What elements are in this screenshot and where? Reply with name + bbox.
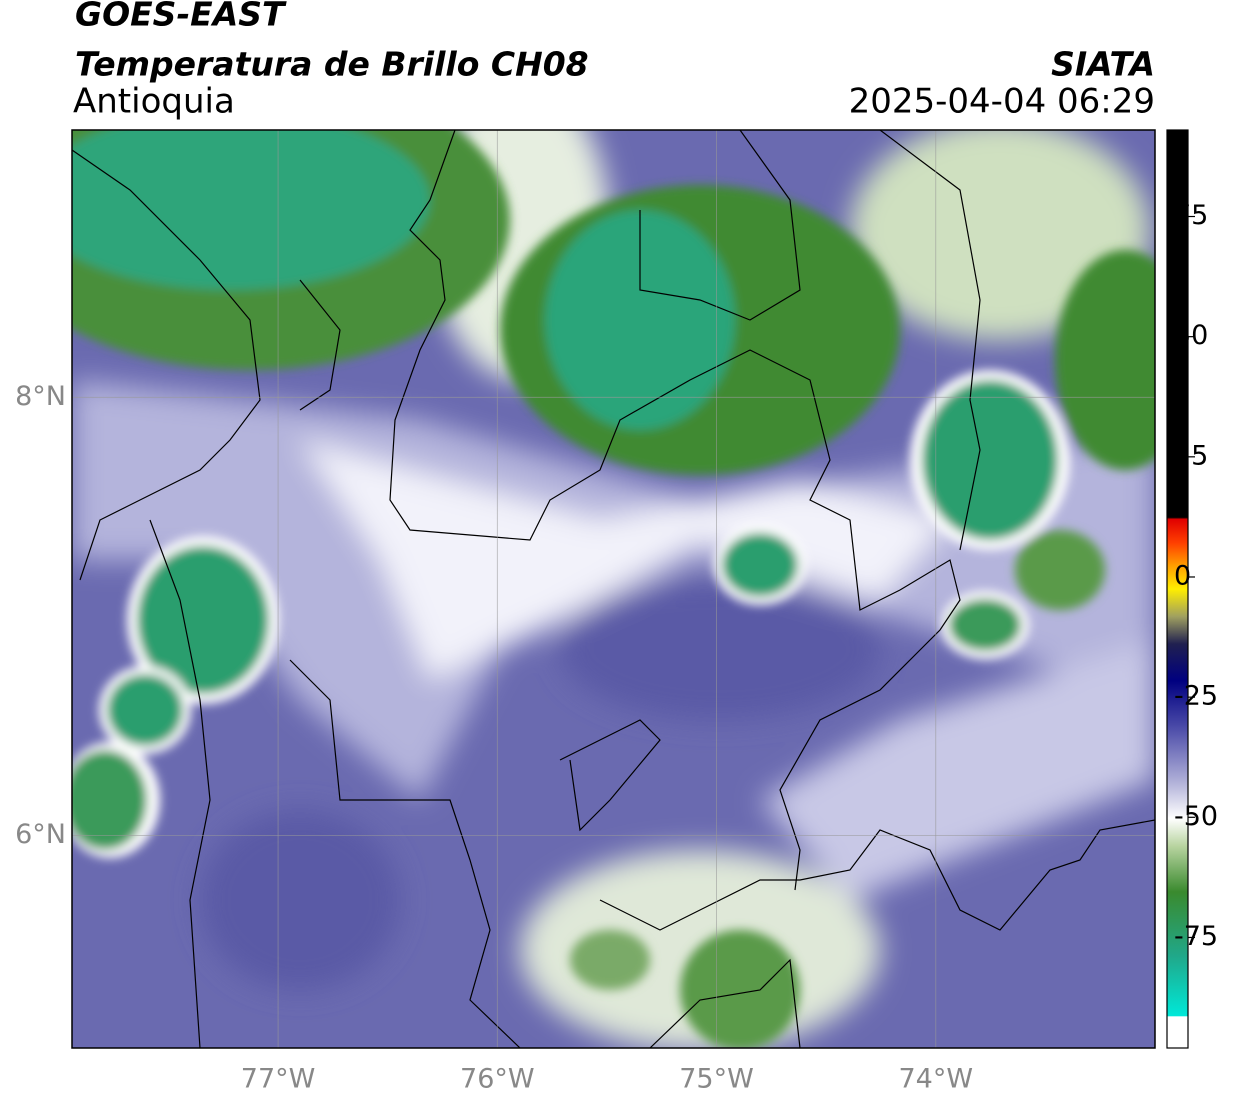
- colorbar-tick-label: -75: [1174, 921, 1218, 952]
- timestamp: 2025-04-04 06:29: [849, 82, 1155, 122]
- title: GOES-EAST: [75, 0, 287, 34]
- colorbar-tick-label: 0: [1174, 560, 1191, 591]
- colorbar-tick-label: -25: [1174, 681, 1218, 712]
- lon-tick-label: 74°W: [898, 1064, 973, 1095]
- colorbar-tick-label: 75: [1174, 200, 1208, 231]
- colorbar-tick-label: 50: [1174, 320, 1208, 351]
- region: Antioquia: [73, 82, 235, 122]
- lon-tick-label: 77°W: [241, 1064, 316, 1095]
- colorbar: [1166, 129, 1189, 1049]
- subtitle: Temperatura de Brillo CH08: [75, 45, 589, 84]
- colorbar-tick-label: -50: [1174, 801, 1218, 832]
- colorbar-tick-label: 25: [1174, 440, 1208, 471]
- lat-tick-label: 6°N: [15, 819, 66, 850]
- grid: [72, 130, 1155, 1048]
- source: SIATA: [1051, 45, 1155, 84]
- lat-tick-label: 8°N: [15, 381, 66, 412]
- map-frame: [71, 129, 1156, 1049]
- lon-tick-label: 76°W: [460, 1064, 535, 1095]
- map-image: [72, 130, 1155, 1048]
- lon-tick-label: 75°W: [679, 1064, 754, 1095]
